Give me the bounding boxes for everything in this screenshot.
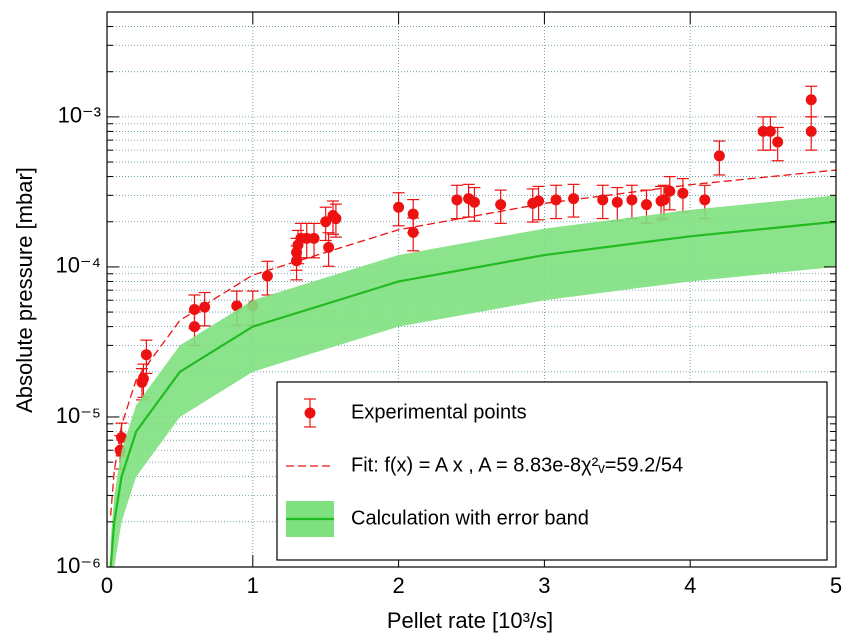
data-point bbox=[407, 208, 419, 220]
data-point bbox=[640, 199, 652, 211]
data-point bbox=[451, 194, 463, 206]
data-point bbox=[393, 201, 405, 213]
data-point bbox=[330, 213, 342, 225]
data-point bbox=[550, 194, 562, 206]
y-tick-label: 10⁻³ bbox=[58, 103, 101, 128]
data-point bbox=[407, 226, 419, 238]
data-point bbox=[468, 196, 480, 208]
y-tick-label: 10⁻⁵ bbox=[56, 403, 101, 428]
data-point bbox=[664, 185, 676, 197]
legend-label: Calculation with error band bbox=[351, 507, 589, 529]
error-band bbox=[110, 195, 836, 567]
data-point bbox=[495, 199, 507, 211]
data-point bbox=[320, 216, 332, 228]
legend-label: Fit: f(x) = A x , A = 8.83e-8χ²ᵥ=59.2/54 bbox=[351, 454, 683, 476]
line bbox=[109, 169, 836, 516]
data-point bbox=[568, 193, 580, 205]
plot-frame bbox=[106, 11, 837, 568]
data-point bbox=[626, 194, 638, 206]
plot-area bbox=[109, 85, 836, 567]
data-point bbox=[699, 194, 711, 206]
data-point bbox=[308, 232, 320, 244]
data-point bbox=[658, 194, 670, 206]
x-tick-label: 2 bbox=[392, 573, 404, 598]
data-point bbox=[805, 125, 817, 137]
axes: 0 1 2 3 4 5 10⁻⁶ 10⁻⁵ 10⁻⁴ 10⁻³ bbox=[55, 11, 842, 598]
x-tick-label: 5 bbox=[830, 573, 842, 598]
legend-label: Experimental points bbox=[351, 401, 527, 423]
y-tick-label: 10⁻⁴ bbox=[55, 253, 101, 278]
data-point bbox=[261, 270, 273, 282]
x-tick-label: 4 bbox=[684, 573, 696, 598]
data-point bbox=[137, 373, 149, 385]
data-point bbox=[140, 349, 152, 361]
x-tick-label: 0 bbox=[101, 573, 113, 598]
data-point bbox=[677, 187, 689, 199]
data-point bbox=[597, 194, 609, 206]
x-axis-label: Pellet rate [10³/s] bbox=[387, 608, 553, 633]
x-tick-label: 1 bbox=[247, 573, 259, 598]
x-tick-label: 3 bbox=[538, 573, 550, 598]
data-point bbox=[199, 301, 211, 313]
data-point bbox=[764, 125, 776, 137]
data-point bbox=[805, 94, 817, 106]
data-point bbox=[188, 304, 200, 316]
data-point bbox=[323, 241, 335, 253]
line bbox=[109, 220, 836, 567]
data-point bbox=[772, 136, 784, 148]
legend: Experimental points Fit: f(x) = A x , A =… bbox=[276, 381, 828, 561]
y-axis-label: Absolute pressure [mbar] bbox=[12, 167, 37, 413]
data-point bbox=[533, 195, 545, 207]
legend-symbol bbox=[304, 407, 316, 419]
legend-box bbox=[276, 381, 828, 561]
data-point bbox=[713, 150, 725, 162]
y-tick-label: 10⁻⁶ bbox=[56, 553, 101, 578]
data-point bbox=[611, 196, 623, 208]
